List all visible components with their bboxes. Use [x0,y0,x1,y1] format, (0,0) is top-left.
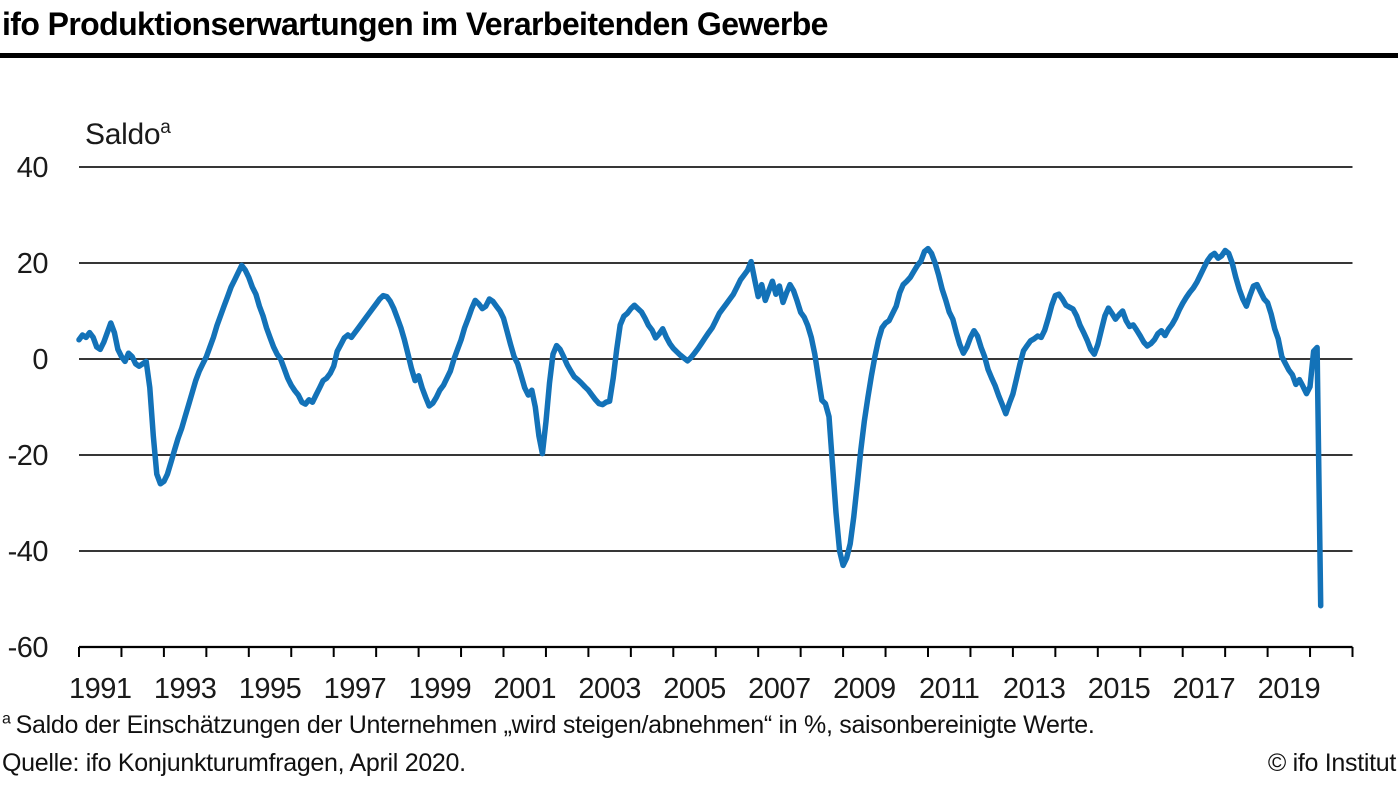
y-tick-label: 20 [17,248,48,280]
x-axis-ticks [78,647,1354,657]
title-divider-rule [0,53,1398,58]
y-tick-labels: 40 20 0 -20 -40 -60 [8,152,49,664]
x-tick-label: 1993 [154,673,217,705]
y-tick-label: 40 [17,152,48,184]
footnote-text: Saldo der Einschätzungen der Unternehmen… [15,711,1095,739]
footnote-marker: a [2,710,11,728]
y-tick-label: -60 [8,632,48,664]
x-tick-label: 2011 [919,673,979,705]
x-tick-label: 2013 [1003,673,1066,705]
y-axis-title: Saldoa [85,118,171,152]
x-tick-label: 1995 [239,673,302,705]
copyright-note: © ifo Institut [1267,749,1396,777]
x-tick-label: 1991 [69,673,132,705]
footnote: a Saldo der Einschätzungen der Unternehme… [2,711,1095,740]
y-tick-label: -20 [8,440,48,472]
y-axis-title-text: Saldo [85,118,161,151]
page-title: ifo Produktionserwartungen im Verarbeite… [2,6,828,42]
x-tick-label: 2001 [493,673,556,705]
x-tick-label: 2017 [1173,673,1236,705]
x-tick-label: 2005 [663,673,726,705]
x-tick-label: 2009 [833,673,896,705]
source-note: Quelle: ifo Konjunkturumfragen, April 20… [2,749,466,777]
x-tick-label: 1999 [409,673,472,705]
x-tick-label: 2015 [1088,673,1151,705]
production-expectations-line [76,245,1324,609]
x-tick-label: 2007 [748,673,811,705]
y-axis-title-superscript: a [160,117,171,138]
x-tick-labels: 1991 1993 1995 1997 1999 2001 2003 2005 2007 2009… [69,673,1321,705]
x-tick-label: 2003 [578,673,641,705]
gridlines [79,166,1353,552]
x-tick-label: 2019 [1258,673,1321,705]
y-tick-label: -40 [8,536,48,568]
y-tick-label: 0 [32,344,48,376]
x-tick-label: 1997 [324,673,387,705]
